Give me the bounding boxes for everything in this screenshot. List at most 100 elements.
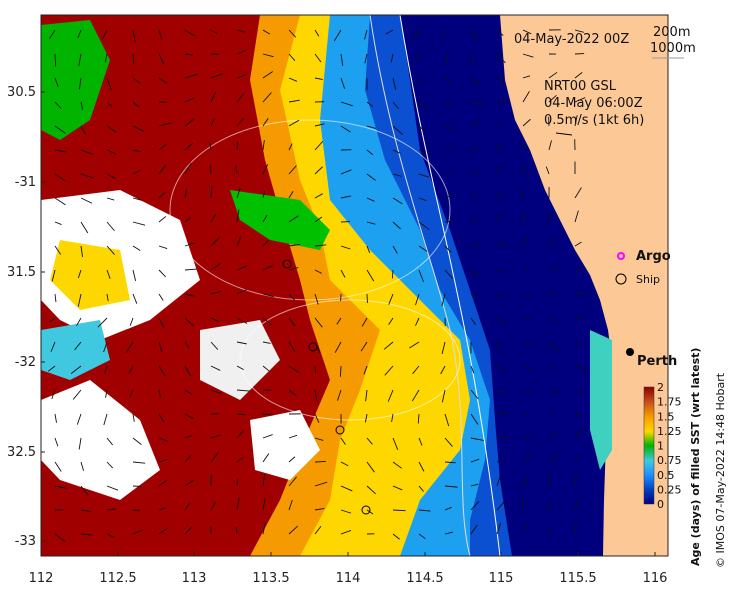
current-arrow <box>522 524 528 535</box>
current-arrow <box>418 197 427 201</box>
current-arrow <box>496 29 504 36</box>
current-arrow <box>470 120 481 127</box>
green-patch-nw <box>41 20 110 140</box>
current-arrow <box>49 317 56 323</box>
current-arrow <box>522 164 526 175</box>
current-arrow <box>415 317 420 326</box>
y-tick-label: -33 <box>15 534 36 549</box>
current-arrow <box>158 269 166 278</box>
current-arrow <box>392 125 403 135</box>
current-arrow <box>574 292 588 295</box>
current-arrow <box>522 476 530 487</box>
current-arrow <box>384 365 394 376</box>
current-arrow <box>340 269 346 278</box>
current-arrow <box>80 173 94 179</box>
current-arrow <box>129 389 134 398</box>
current-arrow <box>418 77 423 85</box>
current-arrow <box>262 453 270 463</box>
current-arrow <box>262 317 273 326</box>
current-arrow <box>574 455 580 463</box>
current-arrow <box>103 413 108 426</box>
current-arrow <box>80 509 92 512</box>
current-arrow <box>365 389 368 402</box>
current-arrow <box>158 341 163 352</box>
current-arrow <box>496 214 502 223</box>
current-arrow <box>522 265 530 271</box>
credit-text: © IMOS 07-May-2022 14:48 Hobart <box>714 372 727 568</box>
current-arrow <box>444 531 454 535</box>
colorbar-tick-label: 0.75 <box>657 454 682 467</box>
colorbar-tick-label: 0.25 <box>657 483 682 496</box>
current-arrow <box>158 216 167 223</box>
current-arrow <box>184 341 190 349</box>
current-arrow <box>158 507 167 511</box>
current-arrow <box>262 164 269 175</box>
current-arrow <box>54 293 57 303</box>
current-arrow <box>496 191 503 199</box>
current-arrow <box>444 101 453 108</box>
current-arrow <box>209 164 212 175</box>
ship-marker <box>335 425 345 435</box>
current-arrow <box>392 221 401 230</box>
current-arrow <box>314 77 323 81</box>
current-arrow <box>366 197 375 202</box>
current-arrow <box>72 389 82 400</box>
current-arrow <box>417 413 420 424</box>
current-arrow <box>184 365 192 377</box>
current-arrow <box>236 117 245 127</box>
current-arrow <box>210 434 221 439</box>
current-arrow <box>184 479 195 487</box>
current-arrow <box>54 245 62 255</box>
colorbar-tick-label: 0 <box>657 498 664 511</box>
current-arrow <box>391 413 394 422</box>
current-arrow <box>106 221 115 232</box>
current-arrow <box>366 437 373 445</box>
current-arrow <box>444 220 455 223</box>
current-arrow <box>106 173 116 179</box>
current-arrow <box>132 29 136 43</box>
current-arrow <box>574 241 582 247</box>
current-arrow <box>470 501 480 511</box>
ship-legend-icon <box>615 273 627 285</box>
current-arrow <box>418 221 430 230</box>
current-arrow <box>392 197 403 205</box>
current-arrow <box>444 269 453 279</box>
current-arrow <box>54 197 66 206</box>
current-arrow <box>288 99 300 103</box>
current-arrow <box>54 221 62 225</box>
current-arrow <box>574 115 578 127</box>
colorbar-tick-label: 1.5 <box>657 410 675 423</box>
current-arrow <box>574 389 583 392</box>
current-arrow <box>158 53 165 65</box>
current-arrow <box>496 269 505 273</box>
current-arrow <box>106 461 114 469</box>
current-arrow <box>441 389 446 403</box>
current-arrow <box>262 522 266 535</box>
current-arrow <box>236 29 246 33</box>
current-arrow <box>314 244 327 247</box>
current-arrow <box>415 53 420 62</box>
current-arrow <box>210 291 221 295</box>
current-arrow <box>288 267 299 271</box>
current-arrow <box>418 173 430 178</box>
current-arrow <box>314 317 323 328</box>
current-arrow <box>522 317 531 321</box>
ssh-contour-2 <box>239 299 461 421</box>
current-arrow <box>340 437 346 445</box>
current-arrow <box>314 481 328 487</box>
current-arrow <box>444 146 456 151</box>
current-arrow <box>496 142 503 151</box>
current-arrow <box>496 77 505 82</box>
current-arrow <box>104 53 108 63</box>
current-arrow <box>132 101 140 108</box>
current-arrow <box>210 389 222 394</box>
current-arrow <box>54 437 59 447</box>
plot-frame <box>40 14 669 557</box>
current-arrow <box>391 269 394 279</box>
current-arrow <box>106 485 119 491</box>
current-arrow <box>522 91 530 103</box>
current-arrow <box>54 533 66 543</box>
current-arrow <box>236 74 247 79</box>
current-arrow <box>548 453 559 463</box>
current-arrow <box>340 101 353 107</box>
